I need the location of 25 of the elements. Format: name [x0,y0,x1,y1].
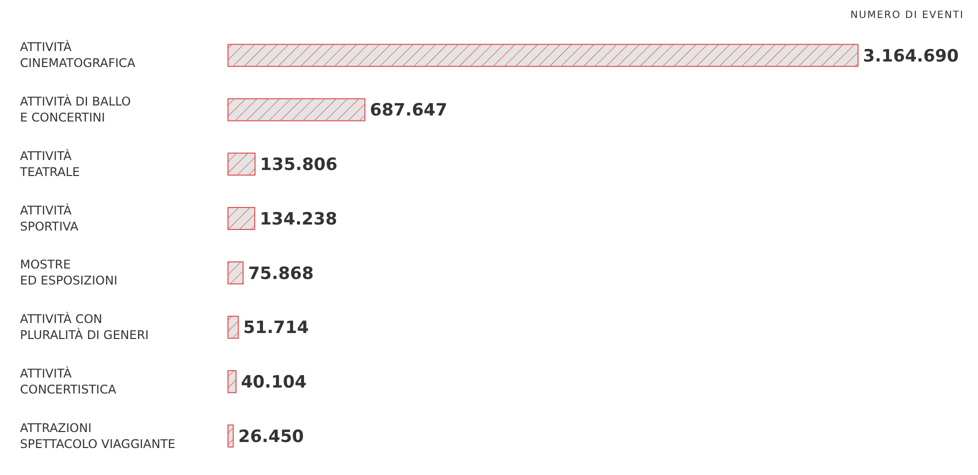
bar [228,424,234,448]
y-tick-label: ATTIVITÀ TEATRALE [19,148,80,179]
y-tick-label: ATTRAZIONI SPETTACOLO VIAGGIANTE [20,420,176,451]
bar [228,98,366,122]
y-tick-label: ATTIVITÀ CINEMATOGRAFICA [20,39,136,70]
data-label: 135.806 [260,155,338,176]
bar [228,370,236,394]
bar [228,261,244,284]
data-label: 51.714 [243,318,310,338]
data-label: 26.450 [238,426,304,447]
bar [228,206,256,230]
y-tick-label: MOSTRE ED ESPOSIZIONI [20,258,118,288]
x-axis-title: NUMERO DI EVENTI [850,10,964,21]
data-label: 687.647 [370,100,448,121]
y-tick-label: ATTIVITÀ SPORTIVA [20,202,80,234]
y-tick-label: ATTIVITÀ DI BALLO E CONCERTINI [20,94,131,125]
data-label: 75.868 [248,264,314,284]
y-tick-label: ATTIVITÀ CONCERTISTICA [20,365,117,396]
y-tick-label: ATTIVITÀ CON PLURALITÀ DI GENERI [20,311,149,342]
data-label: 134.238 [260,209,338,230]
bar [228,316,239,339]
bar [228,44,858,67]
data-label: 3.164.690 [863,46,959,66]
bar [228,152,256,176]
data-label: 40.104 [240,372,307,393]
